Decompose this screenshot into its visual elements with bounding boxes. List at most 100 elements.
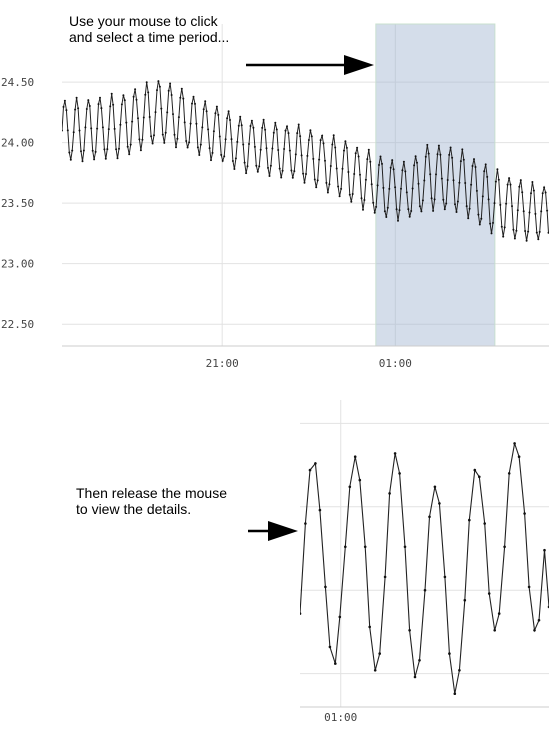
- overview-point: [190, 123, 192, 125]
- overview-point: [460, 160, 462, 162]
- overview-point: [501, 226, 503, 228]
- release-instruction-line-2: to view the details.: [76, 501, 227, 517]
- overview-point: [334, 147, 336, 149]
- overview-point: [166, 111, 168, 113]
- overview-point: [391, 159, 393, 161]
- overview-point: [390, 167, 392, 169]
- overview-point: [435, 173, 437, 175]
- overview-point: [483, 170, 485, 172]
- detail-point: [299, 612, 302, 615]
- overview-point: [529, 212, 531, 214]
- overview-point: [127, 146, 129, 148]
- overview-point: [527, 231, 529, 233]
- overview-point: [73, 131, 75, 133]
- overview-point: [229, 119, 231, 121]
- detail-point: [508, 472, 511, 475]
- overview-point: [143, 117, 145, 119]
- detail-series[interactable]: [299, 442, 549, 695]
- overview-point: [184, 121, 186, 123]
- detail-point: [378, 652, 381, 655]
- overview-point: [141, 139, 143, 141]
- overview-point: [266, 147, 268, 149]
- overview-point: [269, 175, 271, 177]
- overview-point: [242, 144, 244, 146]
- overview-point: [247, 165, 249, 167]
- overview-point: [396, 208, 398, 210]
- overview-point: [385, 216, 387, 218]
- overview-point: [480, 218, 482, 220]
- overview-point: [152, 143, 154, 145]
- detail-point: [438, 502, 441, 505]
- overview-point: [185, 140, 187, 142]
- overview-point: [232, 160, 234, 162]
- overview-point: [187, 147, 189, 149]
- overview-point: [79, 130, 81, 132]
- overview-point: [223, 155, 225, 157]
- overview-point: [219, 136, 221, 138]
- overview-point: [220, 154, 222, 156]
- overview-point: [540, 210, 542, 212]
- overview-point: [254, 146, 256, 148]
- overview-point: [437, 153, 439, 155]
- overview-point: [302, 173, 304, 175]
- overview-point: [128, 153, 130, 155]
- overview-point: [119, 124, 121, 126]
- overview-point: [134, 88, 136, 90]
- overview-point: [200, 144, 202, 146]
- overview-point: [419, 205, 421, 207]
- overview-point: [369, 161, 371, 163]
- detail-point: [434, 486, 437, 489]
- detail-point: [394, 452, 397, 455]
- overview-point: [365, 179, 367, 181]
- overview-point: [252, 127, 254, 129]
- overview-point: [432, 210, 434, 212]
- overview-point: [539, 231, 541, 233]
- overview-point: [333, 134, 335, 136]
- overview-point: [263, 119, 265, 121]
- overview-point: [67, 129, 69, 131]
- overview-point: [176, 138, 178, 140]
- overview-point: [299, 135, 301, 137]
- overview-point: [469, 208, 471, 210]
- overview-point: [488, 198, 490, 200]
- overview-point: [482, 195, 484, 197]
- x-tick-label: 01:00: [379, 357, 412, 370]
- overview-point: [442, 199, 444, 201]
- overview-point: [343, 150, 345, 152]
- overview-point: [467, 217, 469, 219]
- overview-point: [420, 210, 422, 212]
- detail-point: [523, 512, 526, 515]
- overview-point: [447, 179, 449, 181]
- overview-point: [318, 159, 320, 161]
- overview-point: [131, 121, 133, 123]
- detail-line[interactable]: [300, 443, 549, 693]
- overview-point: [353, 173, 355, 175]
- overview-point: [236, 141, 238, 143]
- overview-point: [387, 207, 389, 209]
- overview-point: [308, 139, 310, 141]
- overview-point: [225, 138, 227, 140]
- overview-point: [312, 158, 314, 160]
- overview-point: [410, 210, 412, 212]
- y-tick-label: 24.50: [1, 76, 34, 89]
- overview-point: [182, 98, 184, 100]
- overview-point: [485, 163, 487, 165]
- overview-point: [175, 146, 177, 148]
- overview-point: [100, 107, 102, 109]
- detail-point: [359, 479, 362, 482]
- overview-point: [228, 110, 230, 112]
- overview-point: [530, 192, 532, 194]
- overview-point: [375, 206, 377, 208]
- overview-point: [393, 168, 395, 170]
- overview-point: [239, 116, 241, 118]
- overview-point: [515, 230, 517, 232]
- overview-point: [273, 132, 275, 134]
- overview-point: [235, 157, 237, 159]
- overview-point: [470, 184, 472, 186]
- detail-point: [408, 629, 411, 632]
- overview-point: [198, 154, 200, 156]
- overview-point: [174, 134, 176, 136]
- overview-point: [400, 188, 402, 190]
- overview-point: [147, 91, 149, 93]
- overview-point: [508, 177, 510, 179]
